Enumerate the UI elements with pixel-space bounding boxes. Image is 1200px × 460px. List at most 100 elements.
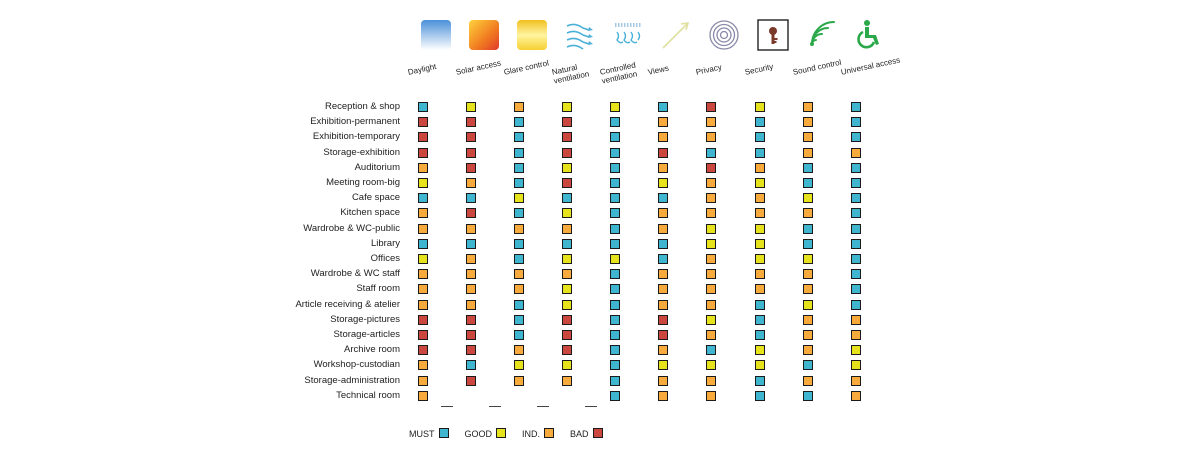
cell-natvent xyxy=(562,345,572,356)
cell-security xyxy=(755,238,765,249)
row-label: Cafe space xyxy=(351,192,400,204)
cell-privacy xyxy=(706,223,716,234)
cell-solar xyxy=(466,178,476,188)
cell-glare xyxy=(514,102,524,112)
row-label: Article receiving & atelier xyxy=(295,298,400,310)
cell-access xyxy=(851,193,861,204)
cell-sound xyxy=(803,208,813,219)
cell-solar xyxy=(466,208,476,219)
cell-ctrlvent xyxy=(610,345,620,356)
legend-swatch-ind xyxy=(544,428,555,438)
cell-views xyxy=(658,269,668,280)
cell-privacy xyxy=(706,299,716,310)
cell-access xyxy=(851,162,861,173)
empty-marker xyxy=(489,406,501,407)
cell-privacy xyxy=(706,345,716,356)
row-label: Auditorium xyxy=(354,161,400,173)
cell-ctrlvent xyxy=(610,375,620,386)
cell-access xyxy=(851,132,861,143)
row-label: Meeting room-big xyxy=(326,177,400,188)
cell-glare xyxy=(514,254,524,264)
cell-ctrlvent xyxy=(610,162,620,173)
cell-daylight xyxy=(418,314,428,325)
cell-access xyxy=(851,208,861,219)
row-label: Technical room xyxy=(336,389,400,401)
cell-privacy xyxy=(706,269,716,280)
cell-views xyxy=(658,238,668,249)
cell-security xyxy=(755,314,765,325)
cell-natvent xyxy=(562,330,572,340)
cell-views xyxy=(658,330,668,340)
row-label: Exhibition-temporary xyxy=(312,131,400,143)
cell-sound xyxy=(803,117,813,128)
column-header-glare: Glare control xyxy=(501,14,561,110)
cell-security xyxy=(755,193,765,204)
cell-views xyxy=(658,162,668,173)
cell-daylight xyxy=(418,375,428,386)
cell-sound xyxy=(803,299,813,310)
cell-security xyxy=(755,345,765,356)
cell-access xyxy=(851,102,861,112)
row-label: Storage-articles xyxy=(333,329,400,340)
row-label: Offices xyxy=(370,253,400,264)
cell-access xyxy=(851,178,861,188)
cell-views xyxy=(658,147,668,158)
cell-views xyxy=(658,223,668,234)
cell-views xyxy=(658,284,668,295)
cell-glare xyxy=(514,330,524,340)
legend-swatch-must xyxy=(438,428,449,438)
cell-privacy xyxy=(706,360,716,371)
cell-daylight xyxy=(418,193,428,204)
cell-sound xyxy=(803,162,813,173)
empty-marker xyxy=(537,406,549,407)
row-label: Archive room xyxy=(344,344,400,356)
cell-ctrlvent xyxy=(610,193,620,204)
universal-access-icon xyxy=(857,20,879,49)
cell-solar xyxy=(466,269,476,280)
cell-solar xyxy=(466,132,476,143)
cell-access xyxy=(851,147,861,158)
column-header-views: Views xyxy=(645,14,705,110)
cell-views xyxy=(658,299,668,310)
cell-natvent xyxy=(562,132,572,143)
cell-daylight xyxy=(418,117,428,128)
cell-privacy xyxy=(706,330,716,340)
cell-daylight xyxy=(418,330,428,340)
cell-natvent xyxy=(562,360,572,371)
cell-glare xyxy=(514,208,524,219)
cell-security xyxy=(755,269,765,280)
cell-natvent xyxy=(562,178,572,188)
cell-privacy xyxy=(706,193,716,204)
cell-natvent xyxy=(562,102,572,112)
cell-sound xyxy=(803,269,813,280)
views-icon xyxy=(662,22,690,49)
cell-natvent xyxy=(562,208,572,219)
empty-marker xyxy=(585,406,597,407)
legend-label: GOOD xyxy=(464,429,493,439)
cell-security xyxy=(755,102,765,112)
cell-privacy xyxy=(706,102,716,112)
cell-natvent xyxy=(562,147,572,158)
cell-glare xyxy=(514,162,524,173)
cell-natvent xyxy=(562,284,572,295)
cell-glare xyxy=(514,117,524,128)
cell-sound xyxy=(803,102,813,112)
cell-solar xyxy=(466,284,476,295)
cell-glare xyxy=(514,284,524,295)
cell-natvent xyxy=(562,314,572,325)
cell-sound xyxy=(803,390,813,401)
cell-daylight xyxy=(418,284,428,295)
cell-ctrlvent xyxy=(610,132,620,143)
legend: MUST GOOD IND. BAD xyxy=(409,428,609,439)
cell-access xyxy=(851,375,861,386)
column-header-daylight: Daylight xyxy=(405,14,465,110)
cell-glare xyxy=(514,269,524,280)
cell-solar xyxy=(466,330,476,340)
cell-ctrlvent xyxy=(610,330,620,340)
cell-privacy xyxy=(706,178,716,188)
natural-ventilation-icon xyxy=(566,23,593,50)
cell-access xyxy=(851,238,861,249)
cell-daylight xyxy=(418,254,428,264)
cell-access xyxy=(851,117,861,128)
